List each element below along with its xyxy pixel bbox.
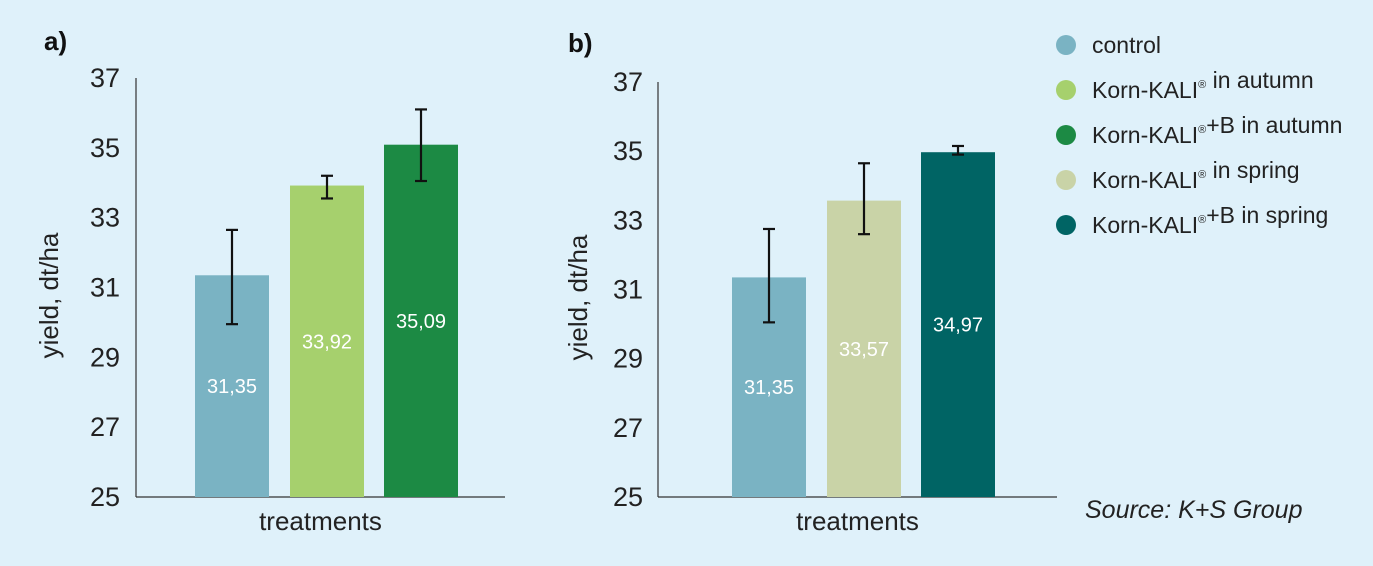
source-note: Source: K+S Group: [1085, 496, 1303, 524]
bar-value-label: 31,35: [744, 377, 794, 399]
panel-label: a): [44, 26, 67, 56]
x-axis-title: treatments: [796, 506, 919, 536]
y-tick-label: 35: [613, 136, 643, 166]
y-axis-title: yield, dt/ha: [563, 234, 593, 360]
bar: [827, 200, 901, 497]
y-tick-label: 37: [613, 67, 643, 97]
legend-swatch: [1056, 215, 1076, 235]
legend-item: control: [1056, 32, 1161, 58]
legend-label: Korn-KALI®+B in spring: [1092, 202, 1328, 238]
error-bar: [321, 174, 333, 200]
y-tick-label: 33: [613, 205, 643, 235]
error-bar: [226, 228, 238, 326]
chart-panel-a: a) 25 27 29 31 33 35 37 yield, dt/ha treatments 31…: [34, 26, 505, 536]
error-bar: [952, 144, 964, 156]
x-axis-title: treatments: [259, 506, 382, 536]
legend-item: Korn-KALI® in spring: [1056, 157, 1300, 193]
bar-value-label: 35,09: [396, 311, 446, 333]
error-bar: [763, 227, 775, 324]
legend-item: Korn-KALI®+B in autumn: [1056, 112, 1342, 148]
y-tick-label: 37: [90, 63, 120, 93]
y-tick-label: 25: [613, 482, 643, 512]
y-tick-label: 31: [613, 275, 643, 305]
legend-swatch: [1056, 125, 1076, 145]
error-bar: [858, 162, 870, 236]
y-tick-label: 33: [90, 203, 120, 233]
bar-value-label: 34,97: [933, 315, 983, 337]
bar-value-label: 31,35: [207, 376, 257, 398]
panel-label: b): [568, 28, 593, 58]
y-tick-label: 29: [613, 344, 643, 374]
y-tick-label: 25: [90, 482, 120, 512]
legend-label: Korn-KALI® in spring: [1092, 157, 1300, 193]
legend-swatch: [1056, 35, 1076, 55]
legend-label: control: [1092, 32, 1161, 58]
y-tick-label: 31: [90, 273, 120, 303]
legend-item: Korn-KALI® in autumn: [1056, 67, 1314, 103]
legend-label: Korn-KALI®+B in autumn: [1092, 112, 1342, 148]
y-tick-label: 27: [90, 412, 120, 442]
error-bar: [415, 108, 427, 183]
legend-swatch: [1056, 80, 1076, 100]
legend-label: Korn-KALI® in autumn: [1092, 67, 1314, 103]
y-tick-label: 35: [90, 133, 120, 163]
bar-value-label: 33,57: [839, 339, 889, 361]
bar: [921, 152, 995, 497]
bar: [290, 185, 364, 497]
chart-panel-b: b) 25 27 29 31 33 35 37 yield, dt/ha treatments 31…: [563, 28, 1057, 536]
bar-value-label: 33,92: [302, 331, 352, 353]
y-tick-label: 29: [90, 342, 120, 372]
bar: [384, 144, 458, 497]
y-tick-label: 27: [613, 413, 643, 443]
y-axis-title: yield, dt/ha: [34, 232, 64, 358]
legend: control Korn-KALI® in autumn Korn-KALI®+B …: [1056, 32, 1342, 238]
legend-swatch: [1056, 170, 1076, 190]
legend-item: Korn-KALI®+B in spring: [1056, 202, 1328, 238]
